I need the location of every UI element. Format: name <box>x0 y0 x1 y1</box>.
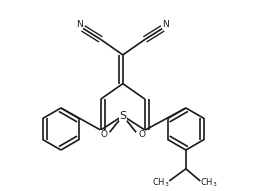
Text: CH$_3$: CH$_3$ <box>200 176 217 189</box>
Text: O: O <box>138 130 145 139</box>
Text: N: N <box>76 20 83 29</box>
Text: O: O <box>100 130 107 139</box>
Text: S: S <box>119 111 126 121</box>
Text: N: N <box>163 20 169 29</box>
Text: CH$_3$: CH$_3$ <box>152 176 170 189</box>
